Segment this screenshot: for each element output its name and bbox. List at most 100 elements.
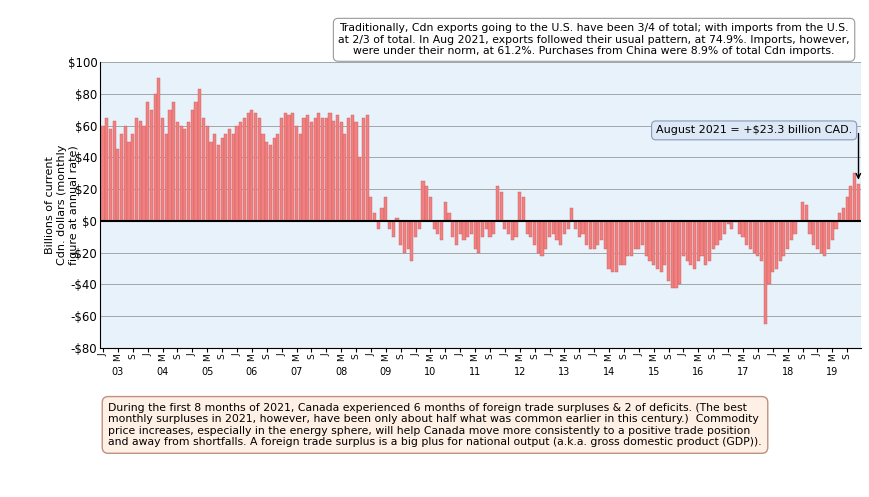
Bar bbox=[499, 192, 502, 221]
Text: 07: 07 bbox=[290, 367, 302, 377]
Bar bbox=[626, 221, 628, 256]
Bar bbox=[495, 186, 499, 221]
Bar bbox=[313, 118, 316, 221]
Bar bbox=[157, 78, 160, 221]
Text: 09: 09 bbox=[379, 367, 391, 377]
Bar bbox=[566, 221, 569, 229]
Bar bbox=[406, 221, 409, 249]
Bar bbox=[502, 221, 506, 229]
Text: 06: 06 bbox=[245, 367, 258, 377]
Text: 03: 03 bbox=[111, 367, 124, 377]
Bar bbox=[246, 113, 249, 221]
Bar bbox=[595, 221, 599, 245]
Bar bbox=[525, 221, 528, 234]
Bar bbox=[421, 181, 424, 221]
Text: 16: 16 bbox=[692, 367, 704, 377]
Bar bbox=[339, 122, 342, 221]
Bar bbox=[391, 221, 395, 237]
Bar bbox=[737, 221, 740, 234]
Bar bbox=[179, 126, 182, 221]
Bar bbox=[324, 118, 328, 221]
Bar bbox=[722, 221, 725, 234]
Bar bbox=[856, 184, 859, 221]
Bar bbox=[131, 134, 134, 221]
Bar bbox=[466, 221, 468, 237]
Bar bbox=[143, 126, 145, 221]
Bar bbox=[621, 221, 625, 265]
Bar bbox=[306, 114, 308, 221]
Text: During the first 8 months of 2021, Canada experienced 6 months of foreign trade : During the first 8 months of 2021, Canad… bbox=[108, 403, 761, 447]
Bar bbox=[146, 102, 149, 221]
Bar bbox=[410, 221, 413, 260]
Bar bbox=[321, 118, 324, 221]
Bar bbox=[752, 221, 755, 252]
Bar bbox=[481, 221, 483, 237]
Bar bbox=[417, 221, 421, 229]
Bar bbox=[220, 138, 223, 221]
Bar bbox=[744, 221, 747, 245]
Bar bbox=[373, 213, 375, 221]
Bar bbox=[852, 173, 855, 221]
Bar bbox=[510, 221, 514, 240]
Bar bbox=[662, 221, 666, 265]
Bar bbox=[395, 218, 398, 221]
Bar bbox=[559, 221, 561, 245]
Text: 12: 12 bbox=[513, 367, 526, 377]
Bar bbox=[580, 221, 584, 234]
Bar bbox=[681, 221, 684, 256]
Bar bbox=[688, 221, 692, 265]
Bar bbox=[265, 142, 268, 221]
Bar bbox=[547, 221, 550, 237]
Bar bbox=[700, 221, 703, 256]
Bar bbox=[677, 221, 680, 284]
Bar bbox=[588, 221, 591, 249]
Bar bbox=[332, 121, 335, 221]
Bar bbox=[425, 186, 428, 221]
Bar bbox=[190, 110, 194, 221]
Bar bbox=[458, 221, 461, 234]
Bar bbox=[149, 110, 153, 221]
Bar bbox=[102, 126, 104, 221]
Text: 10: 10 bbox=[424, 367, 436, 377]
Bar bbox=[696, 221, 700, 260]
Bar bbox=[703, 221, 706, 265]
Bar bbox=[841, 208, 844, 221]
Bar bbox=[815, 221, 818, 249]
Bar bbox=[647, 221, 651, 260]
Bar bbox=[309, 122, 313, 221]
Bar bbox=[633, 221, 636, 249]
Bar bbox=[540, 221, 543, 256]
Bar bbox=[443, 202, 447, 221]
Bar bbox=[298, 134, 302, 221]
Bar bbox=[693, 221, 695, 268]
Bar bbox=[216, 145, 220, 221]
Bar bbox=[714, 221, 718, 245]
Bar bbox=[800, 202, 803, 221]
Bar bbox=[807, 221, 811, 234]
Bar bbox=[362, 118, 365, 221]
Bar bbox=[261, 134, 264, 221]
Bar bbox=[592, 221, 595, 249]
Bar bbox=[138, 121, 142, 221]
Text: Traditionally, Cdn exports going to the U.S. have been 3/4 of total; with import: Traditionally, Cdn exports going to the … bbox=[338, 23, 849, 56]
Bar bbox=[544, 221, 547, 249]
Bar bbox=[845, 197, 848, 221]
Bar bbox=[380, 208, 383, 221]
Bar bbox=[164, 134, 168, 221]
Bar bbox=[804, 205, 807, 221]
Bar bbox=[733, 221, 736, 223]
Bar bbox=[272, 138, 275, 221]
Bar bbox=[369, 197, 372, 221]
Bar bbox=[707, 221, 710, 260]
Bar bbox=[242, 118, 246, 221]
Text: 18: 18 bbox=[780, 367, 793, 377]
Bar bbox=[562, 221, 566, 234]
Bar bbox=[600, 221, 602, 240]
Bar bbox=[670, 221, 673, 288]
Bar bbox=[302, 118, 305, 221]
Bar bbox=[830, 221, 833, 240]
Bar bbox=[488, 221, 491, 237]
Bar bbox=[786, 221, 788, 249]
Bar bbox=[276, 134, 279, 221]
Text: 11: 11 bbox=[468, 367, 481, 377]
